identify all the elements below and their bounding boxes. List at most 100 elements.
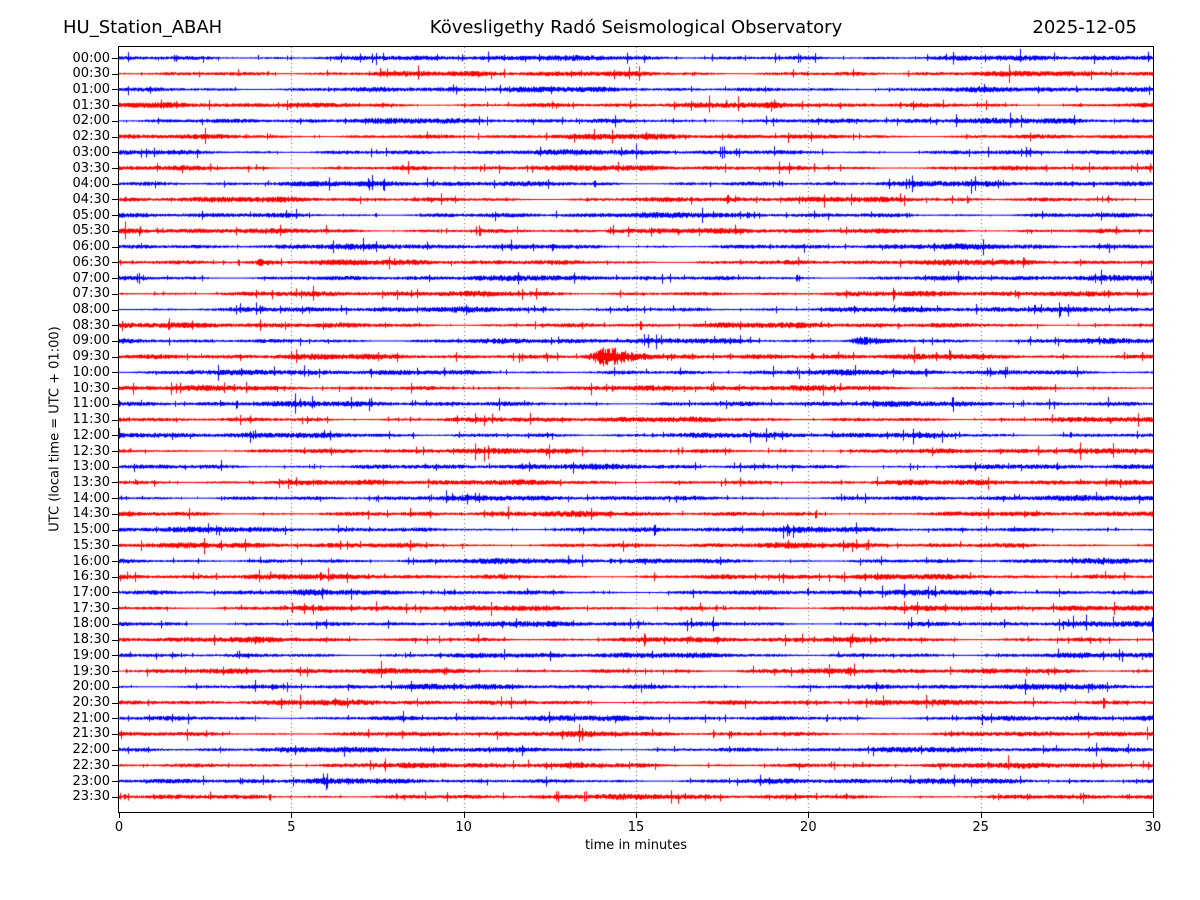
- y-tick-mark: [112, 58, 118, 59]
- y-tick-label: 19:30: [72, 663, 110, 679]
- x-axis-label: time in minutes: [584, 838, 688, 853]
- x-tick-label: 5: [287, 820, 296, 835]
- y-tick-label: 21:30: [72, 726, 110, 742]
- y-tick-mark: [112, 513, 118, 515]
- y-tick-mark: [112, 246, 118, 248]
- y-tick-mark: [112, 419, 118, 421]
- y-tick-label: 17:30: [72, 600, 110, 616]
- y-tick-label: 18:30: [72, 632, 110, 648]
- y-tick-mark: [112, 435, 118, 437]
- y-tick-label: 03:30: [72, 160, 110, 176]
- y-tick-label: 06:00: [72, 239, 110, 255]
- y-tick-label: 01:30: [72, 97, 110, 113]
- y-tick-mark: [112, 702, 118, 704]
- y-tick-mark: [112, 671, 118, 673]
- y-tick-label: 04:30: [72, 191, 110, 207]
- x-tick-label: 25: [972, 820, 989, 835]
- y-tick-mark: [112, 545, 118, 547]
- y-tick-mark: [112, 230, 118, 232]
- x-tick-label: 10: [455, 820, 472, 835]
- y-tick-mark: [112, 105, 118, 107]
- y-tick-label: 07:30: [72, 286, 110, 302]
- y-tick-label: 16:00: [72, 553, 110, 569]
- y-tick-mark: [112, 639, 118, 641]
- y-tick-mark: [112, 592, 118, 594]
- y-tick-label: 06:30: [72, 254, 110, 270]
- y-tick-label: 23:30: [72, 789, 110, 805]
- x-tick-label: 0: [114, 820, 124, 835]
- y-tick-label: 05:00: [72, 207, 110, 223]
- y-tick-label: 13:00: [72, 459, 110, 475]
- y-tick-mark: [112, 608, 118, 610]
- y-tick-mark: [112, 262, 118, 264]
- y-tick-label: 14:00: [72, 490, 110, 506]
- y-tick-label: 00:00: [72, 50, 110, 66]
- x-tick-mark: [808, 813, 810, 818]
- y-tick-mark: [112, 278, 118, 280]
- y-tick-label: 23:00: [72, 773, 110, 789]
- y-tick-label: 01:00: [72, 81, 110, 97]
- y-tick-mark: [112, 623, 118, 625]
- x-tick-label: 15: [627, 820, 645, 835]
- y-tick-label: 19:00: [72, 647, 110, 663]
- y-tick-mark: [112, 781, 118, 783]
- y-tick-mark: [112, 388, 118, 390]
- x-tick-mark: [980, 813, 982, 818]
- y-tick-label: 15:00: [72, 522, 110, 538]
- y-tick-mark: [112, 451, 118, 452]
- y-tick-label: 08:30: [72, 317, 110, 333]
- y-tick-label: 20:00: [72, 679, 110, 695]
- y-tick-mark: [112, 561, 118, 563]
- station-title: HU_Station_ABAH: [63, 17, 223, 38]
- y-tick-label: 12:30: [72, 443, 110, 459]
- y-tick-label: 13:30: [72, 474, 110, 490]
- y-tick-label: 10:00: [72, 364, 110, 380]
- y-tick-mark: [112, 73, 118, 75]
- x-tick-mark: [1153, 813, 1154, 818]
- y-tick-label: 07:00: [72, 270, 110, 286]
- x-tick-mark: [636, 813, 637, 818]
- y-tick-mark: [112, 576, 118, 578]
- y-tick-label: 02:00: [72, 113, 110, 129]
- y-tick-mark: [112, 749, 118, 751]
- x-tick-mark: [119, 813, 120, 818]
- y-tick-mark: [112, 168, 118, 170]
- y-tick-label: 02:30: [72, 129, 110, 145]
- y-tick-label: 00:30: [72, 66, 110, 82]
- x-tick-label: 20: [800, 820, 817, 835]
- x-tick-label: 30: [1144, 820, 1162, 835]
- y-tick-mark: [112, 733, 118, 735]
- y-tick-label: 04:00: [72, 176, 110, 192]
- y-tick-mark: [112, 293, 118, 295]
- y-tick-mark: [112, 718, 118, 720]
- y-tick-mark: [112, 466, 118, 468]
- plot-frame: [118, 46, 1154, 813]
- y-tick-label: 12:00: [72, 427, 110, 443]
- y-tick-mark: [112, 136, 118, 138]
- y-tick-label: 03:00: [72, 144, 110, 160]
- y-tick-label: 08:00: [72, 302, 110, 318]
- y-tick-mark: [112, 356, 118, 358]
- y-tick-label: 15:30: [72, 537, 110, 553]
- x-tick-mark: [291, 813, 293, 818]
- y-tick-mark: [112, 482, 118, 484]
- y-tick-mark: [112, 796, 118, 798]
- y-tick-label: 21:00: [72, 710, 110, 726]
- date-title: 2025-12-05: [1032, 17, 1137, 38]
- y-tick-label: 11:30: [72, 412, 110, 428]
- helicorder-canvas: [119, 47, 1153, 812]
- y-tick-label: 05:30: [72, 223, 110, 239]
- y-tick-label: 09:30: [72, 349, 110, 365]
- y-tick-mark: [112, 655, 118, 657]
- y-tick-mark: [112, 340, 118, 342]
- y-tick-mark: [112, 498, 118, 500]
- y-tick-label: 18:00: [72, 616, 110, 632]
- y-tick-mark: [112, 403, 118, 405]
- y-tick-label: 10:30: [72, 380, 110, 396]
- y-tick-mark: [112, 686, 118, 688]
- y-tick-label: 11:00: [72, 396, 110, 412]
- observatory-title: Kövesligethy Radó Seismological Observat…: [429, 17, 843, 38]
- y-tick-mark: [112, 183, 118, 185]
- y-tick-mark: [112, 765, 118, 767]
